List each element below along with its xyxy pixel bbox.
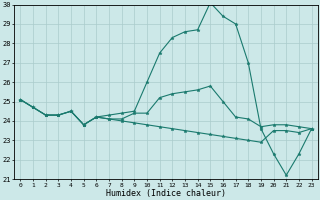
- X-axis label: Humidex (Indice chaleur): Humidex (Indice chaleur): [106, 189, 226, 198]
